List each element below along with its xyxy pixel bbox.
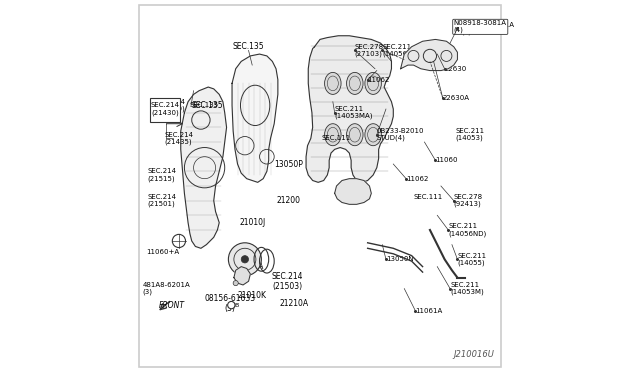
Text: J210016U: J210016U bbox=[453, 350, 494, 359]
Text: SEC.214
(21430): SEC.214 (21430) bbox=[157, 99, 186, 112]
Text: SEC.135: SEC.135 bbox=[190, 102, 219, 108]
Text: 13050N: 13050N bbox=[386, 256, 413, 262]
Text: 21200: 21200 bbox=[277, 196, 301, 205]
Circle shape bbox=[228, 243, 261, 276]
Circle shape bbox=[233, 280, 238, 286]
Text: SEC.111: SEC.111 bbox=[322, 135, 351, 141]
Text: B: B bbox=[234, 302, 239, 308]
Ellipse shape bbox=[365, 124, 381, 146]
Text: 11062: 11062 bbox=[367, 77, 390, 83]
Polygon shape bbox=[232, 54, 278, 182]
Ellipse shape bbox=[347, 73, 363, 94]
Ellipse shape bbox=[365, 73, 381, 94]
Text: SEC.214
(21501): SEC.214 (21501) bbox=[148, 194, 177, 208]
Text: SEC.278
(92413): SEC.278 (92413) bbox=[454, 194, 483, 208]
Circle shape bbox=[228, 301, 235, 309]
Text: 11061A: 11061A bbox=[415, 308, 442, 314]
Text: SEC.211
(14056ND): SEC.211 (14056ND) bbox=[448, 223, 486, 237]
Text: N08918-3081A
(4): N08918-3081A (4) bbox=[461, 22, 514, 35]
Text: 22630: 22630 bbox=[445, 66, 467, 72]
Text: N08918-3081A
(4): N08918-3081A (4) bbox=[454, 20, 507, 33]
Text: SEC.211
(14053M): SEC.211 (14053M) bbox=[450, 282, 484, 295]
Text: SEC.211
(14056N): SEC.211 (14056N) bbox=[382, 44, 415, 57]
Text: SEC.111: SEC.111 bbox=[413, 194, 443, 200]
Text: SEC.214
(21515): SEC.214 (21515) bbox=[148, 168, 177, 182]
Text: 11060+A: 11060+A bbox=[146, 249, 179, 255]
Ellipse shape bbox=[347, 124, 363, 146]
Ellipse shape bbox=[324, 124, 341, 146]
Text: SEC.278
(27103): SEC.278 (27103) bbox=[355, 44, 384, 57]
FancyBboxPatch shape bbox=[150, 98, 180, 122]
Text: 21010J: 21010J bbox=[239, 218, 266, 227]
Polygon shape bbox=[180, 87, 227, 248]
Text: 22630A: 22630A bbox=[443, 95, 470, 101]
Text: SEC.135: SEC.135 bbox=[191, 101, 223, 110]
Text: SEC.211
(14055): SEC.211 (14055) bbox=[458, 253, 486, 266]
Text: SEC.211
(14053MA): SEC.211 (14053MA) bbox=[335, 106, 373, 119]
Text: 21010K: 21010K bbox=[237, 291, 267, 301]
Polygon shape bbox=[234, 267, 250, 285]
Polygon shape bbox=[401, 39, 458, 71]
Text: SEC.211
(14053): SEC.211 (14053) bbox=[456, 128, 484, 141]
Polygon shape bbox=[335, 179, 371, 204]
Text: 13050P: 13050P bbox=[275, 160, 303, 169]
Text: 21010JA: 21010JA bbox=[233, 262, 264, 271]
Text: 11060: 11060 bbox=[435, 157, 458, 163]
Text: SEC.135: SEC.135 bbox=[233, 42, 264, 51]
Text: 481A8-6201A
(3): 481A8-6201A (3) bbox=[142, 282, 190, 295]
Circle shape bbox=[241, 256, 248, 263]
Text: 21210A: 21210A bbox=[280, 299, 309, 308]
Text: SEC.214
(21435): SEC.214 (21435) bbox=[164, 132, 193, 145]
Text: 08156-61633
(3): 08156-61633 (3) bbox=[205, 294, 256, 313]
Polygon shape bbox=[306, 36, 394, 182]
Text: SEC.214
(21503): SEC.214 (21503) bbox=[271, 272, 303, 291]
Text: 11062: 11062 bbox=[406, 176, 429, 182]
Ellipse shape bbox=[324, 73, 341, 94]
Text: SEC.214
(21430): SEC.214 (21430) bbox=[150, 102, 179, 116]
Text: FRONT: FRONT bbox=[159, 301, 184, 310]
Text: 0B233-B2010
STUD(4): 0B233-B2010 STUD(4) bbox=[377, 128, 424, 141]
